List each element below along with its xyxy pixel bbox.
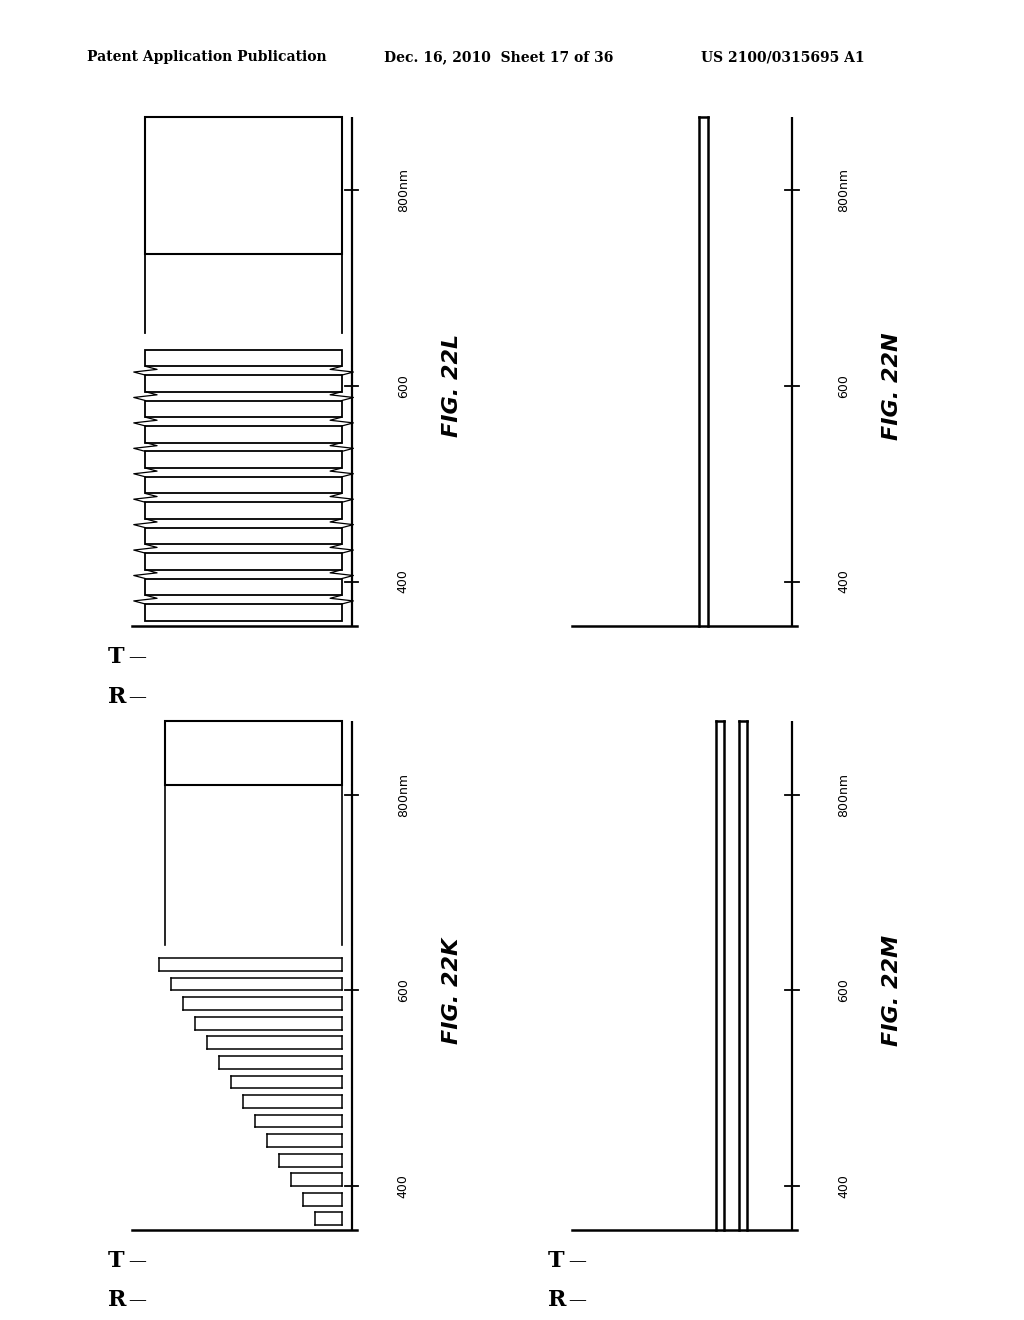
Text: FIG. 22L: FIG. 22L [441, 334, 462, 437]
Bar [145, 350, 342, 367]
Text: T: T [108, 1250, 124, 1271]
Text: —: — [568, 1291, 586, 1309]
Text: —: — [128, 1251, 145, 1270]
Bar [145, 578, 342, 595]
Text: Patent Application Publication: Patent Application Publication [87, 50, 327, 65]
Bar [145, 117, 342, 253]
Text: 400: 400 [397, 1173, 410, 1199]
Bar [145, 605, 342, 620]
Text: 600: 600 [397, 374, 410, 397]
Bar [145, 426, 342, 442]
Text: 800nm: 800nm [397, 772, 410, 817]
Text: 800nm: 800nm [397, 168, 410, 213]
Text: 400: 400 [838, 1173, 850, 1199]
Text: —: — [568, 1251, 586, 1270]
Text: 800nm: 800nm [838, 772, 850, 817]
Text: T: T [548, 1250, 564, 1271]
Bar [145, 477, 342, 494]
Bar [145, 553, 342, 570]
Text: 800nm: 800nm [838, 168, 850, 213]
Bar [145, 400, 342, 417]
Bar [145, 451, 342, 469]
Bar [145, 375, 342, 392]
Bar [145, 503, 342, 519]
Text: 600: 600 [397, 978, 410, 1002]
Text: FIG. 22N: FIG. 22N [882, 333, 902, 440]
Text: FIG. 22M: FIG. 22M [882, 935, 902, 1045]
Text: R: R [548, 1290, 566, 1311]
Text: —: — [128, 648, 145, 667]
Text: FIG. 22K: FIG. 22K [441, 937, 462, 1044]
Text: T: T [108, 647, 124, 668]
Bar [166, 722, 342, 785]
Text: US 2100/0315695 A1: US 2100/0315695 A1 [701, 50, 865, 65]
Text: 400: 400 [838, 569, 850, 594]
Text: 600: 600 [838, 978, 850, 1002]
Text: —: — [128, 688, 145, 706]
Text: Dec. 16, 2010  Sheet 17 of 36: Dec. 16, 2010 Sheet 17 of 36 [384, 50, 613, 65]
Text: —: — [128, 1291, 145, 1309]
Text: 600: 600 [838, 374, 850, 397]
Text: R: R [108, 1290, 126, 1311]
Bar [145, 528, 342, 544]
Text: 400: 400 [397, 569, 410, 594]
Text: R: R [108, 686, 126, 708]
